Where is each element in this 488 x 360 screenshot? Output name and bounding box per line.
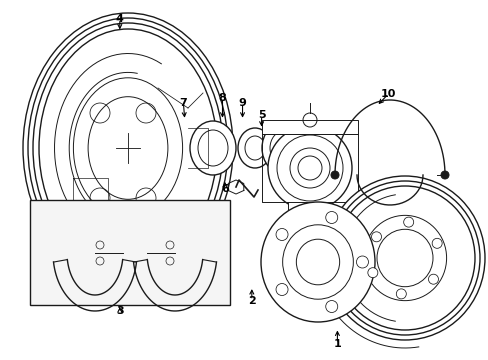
Circle shape [330, 171, 338, 179]
Circle shape [395, 289, 406, 299]
Text: 2: 2 [247, 296, 255, 306]
Ellipse shape [261, 202, 374, 322]
Ellipse shape [262, 122, 305, 174]
Bar [287, 202, 331, 216]
Text: 10: 10 [380, 89, 396, 99]
Ellipse shape [325, 176, 484, 340]
Text: 1: 1 [333, 339, 341, 349]
Ellipse shape [238, 128, 271, 168]
Text: 9: 9 [238, 98, 246, 108]
Ellipse shape [267, 126, 351, 210]
Text: 3: 3 [116, 306, 123, 316]
Circle shape [367, 268, 377, 278]
Text: 5: 5 [257, 110, 265, 120]
Text: 8: 8 [218, 93, 226, 103]
Circle shape [431, 238, 441, 248]
Ellipse shape [190, 121, 236, 175]
Bar [262, 120, 357, 134]
Text: 7: 7 [179, 98, 187, 108]
Text: 6: 6 [221, 184, 228, 194]
Circle shape [403, 217, 413, 227]
Circle shape [371, 232, 381, 242]
Circle shape [427, 274, 438, 284]
Bar [30, 200, 229, 305]
Ellipse shape [23, 13, 232, 283]
Text: 4: 4 [116, 14, 123, 24]
Circle shape [440, 171, 448, 179]
